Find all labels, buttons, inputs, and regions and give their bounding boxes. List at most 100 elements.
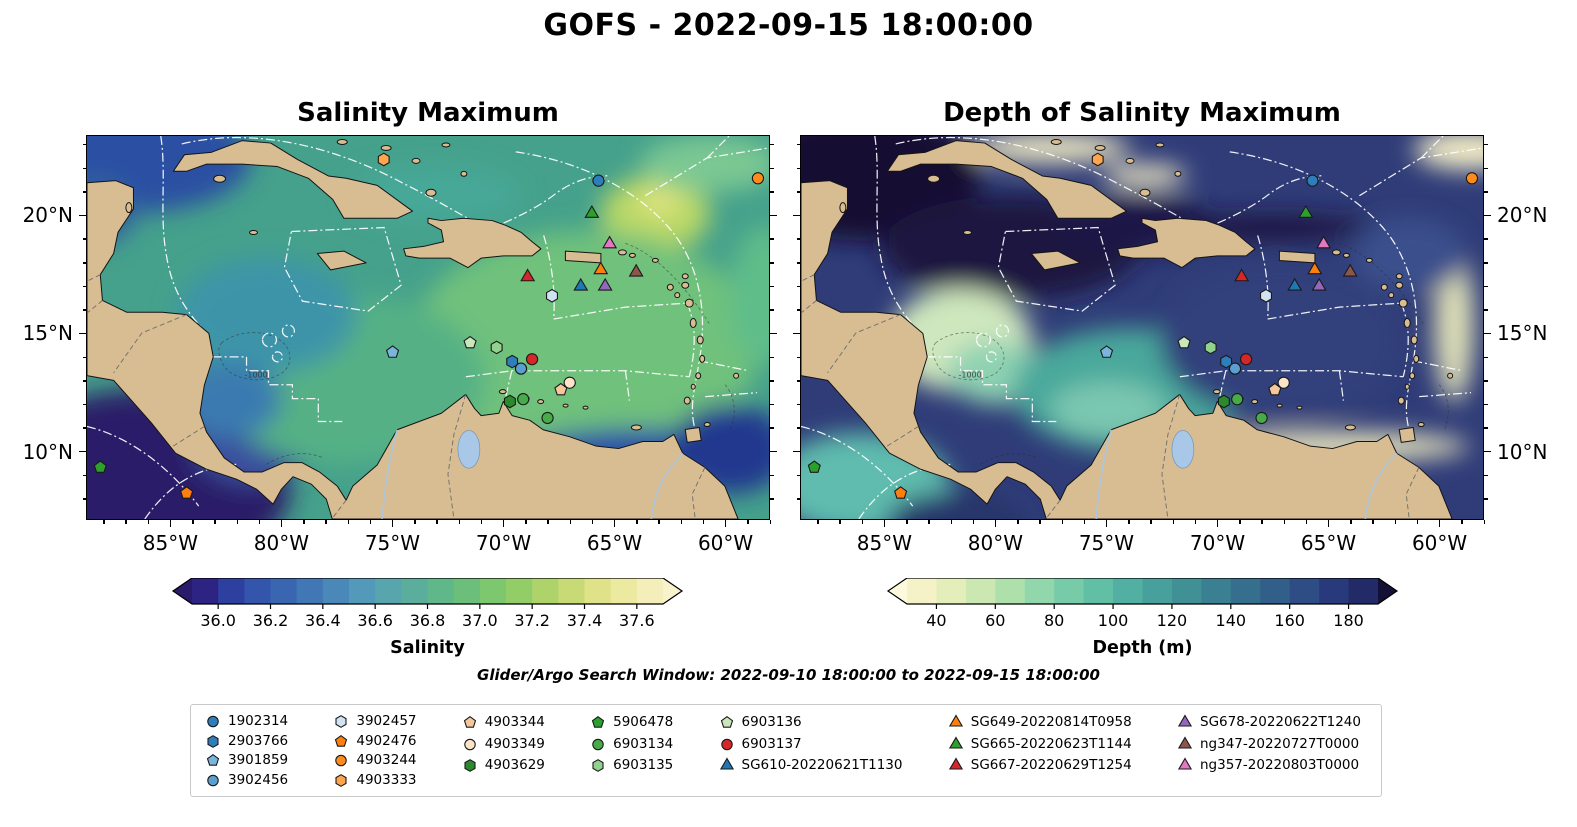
marker-6903137 xyxy=(720,738,733,750)
x-minor-tick xyxy=(591,520,594,524)
x-minor-tick xyxy=(347,520,350,524)
marker-4903349 xyxy=(464,738,476,750)
legend-item-3902457: 3902457 xyxy=(333,712,417,731)
legend-label: 3902456 xyxy=(228,771,289,788)
y-minor-tick xyxy=(796,356,800,359)
marker-3901859 xyxy=(385,345,400,358)
legend-column: 6903136 6903137 SG610-20220621T1130 xyxy=(719,712,903,789)
marker-4903333 xyxy=(377,152,390,167)
y-minor-tick xyxy=(1484,474,1488,477)
salinity-colorbar-scale: 36.0 36.2 36.4 36.6 36.8 37.0 37.2 37.4 37.6 xyxy=(171,577,684,630)
y-tick-label: 20°N xyxy=(1497,203,1548,228)
marker-4902476 xyxy=(335,734,348,747)
x-minor-tick xyxy=(147,520,150,524)
y-minor-tick xyxy=(82,427,86,429)
marker-4903349 xyxy=(563,376,576,389)
y-minor-tick xyxy=(796,143,800,146)
legend-circle-icon xyxy=(464,738,476,750)
y-tick-label: 20°N xyxy=(22,203,73,228)
marker-ng347-20220727T0000 xyxy=(628,263,644,277)
y-tick xyxy=(1484,332,1491,335)
marker-6903134 xyxy=(592,738,604,750)
y-tick-label: 10°N xyxy=(1497,439,1548,464)
marker-SG667-20220629T1254 xyxy=(520,268,536,282)
x-tick-label: 65°W xyxy=(586,531,643,555)
x-minor-tick xyxy=(1150,520,1152,524)
y-minor-tick xyxy=(770,427,774,429)
colorbar-tick-label: 37.4 xyxy=(567,611,603,630)
y-tick xyxy=(1484,450,1491,453)
marker-SG610-20220621T1130 xyxy=(719,757,734,770)
depth-colorbar: 40 60 80 100 120 140 160 180 Depth (m) xyxy=(885,577,1400,658)
marker-5906478 xyxy=(93,460,107,473)
x-tick-label: 75°W xyxy=(364,531,421,555)
salinity-colorbar-label: Salinity xyxy=(390,638,465,658)
legend-circle-icon xyxy=(720,738,733,750)
y-minor-tick xyxy=(796,498,800,500)
marker-SG667-20220629T1254 xyxy=(1234,268,1250,282)
x-minor-tick xyxy=(747,520,749,524)
marker-4903344 xyxy=(463,716,476,728)
x-tick xyxy=(1216,520,1219,527)
legend-item-6903137: 6903137 xyxy=(719,734,903,755)
marker-3901859 xyxy=(1099,345,1114,358)
x-minor-tick xyxy=(1261,520,1263,524)
legend-label: 5906478 xyxy=(613,714,674,731)
x-tick xyxy=(169,520,172,527)
legend-item-ng357-20220803T0000: ng357-20220803T0000 xyxy=(1177,755,1361,776)
marker-2903766 xyxy=(506,354,519,369)
colorbar-tick-label: 120 xyxy=(1157,611,1188,630)
x-minor-tick xyxy=(1350,520,1352,524)
x-minor-tick xyxy=(1017,520,1019,524)
marker-6903135 xyxy=(1204,340,1217,355)
legend-triangle-icon xyxy=(1177,714,1193,727)
legend-item-5906478: 5906478 xyxy=(590,712,673,733)
marker-3902457 xyxy=(546,288,558,303)
marker-3902456 xyxy=(514,362,528,375)
legend-item-1902314: 1902314 xyxy=(205,712,288,731)
y-minor-tick xyxy=(796,427,800,429)
x-minor-tick xyxy=(569,520,572,524)
marker-6903134 xyxy=(517,393,530,406)
x-minor-tick xyxy=(769,520,771,524)
y-minor-tick xyxy=(82,262,86,264)
legend-label: SG665-20220623T1144 xyxy=(970,735,1132,752)
x-minor-tick xyxy=(1128,520,1130,524)
y-minor-tick xyxy=(770,498,774,500)
legend-item-4903344: 4903344 xyxy=(462,712,545,733)
colorbar-tick-label: 36.6 xyxy=(357,611,393,630)
marker-6903136 xyxy=(720,716,733,728)
y-minor-tick xyxy=(796,191,800,193)
marker-6903134 xyxy=(541,411,554,425)
x-tick xyxy=(280,520,283,527)
x-tick xyxy=(994,520,997,527)
platform-markers-layer xyxy=(807,152,1479,499)
legend-label: 4903344 xyxy=(484,714,545,731)
depth-panel: Depth of Salinity Maximum -1000 85°W 80°W… xyxy=(793,98,1547,555)
marker-6903135 xyxy=(592,759,604,773)
x-tick-label: 80°W xyxy=(967,531,1024,555)
x-minor-tick xyxy=(1483,520,1485,524)
x-tick-label: 75°W xyxy=(1078,531,1135,555)
y-minor-tick xyxy=(770,356,774,359)
legend-label: 4903629 xyxy=(484,757,545,774)
y-minor-tick xyxy=(770,474,774,477)
legend-label: 4903244 xyxy=(356,752,417,769)
x-minor-tick xyxy=(861,520,864,524)
x-minor-tick xyxy=(839,520,841,524)
legend-label: 3901859 xyxy=(228,752,289,769)
y-minor-tick xyxy=(1484,238,1488,240)
legend-column: 1902314 2903766 3901859 3902456 xyxy=(205,712,288,789)
colorbar-tick-label: 36.0 xyxy=(200,611,236,630)
y-minor-tick xyxy=(82,285,86,288)
depth-colorbar-scale: 40 60 80 100 120 140 160 180 xyxy=(886,577,1399,630)
legend-circle-icon xyxy=(335,755,348,767)
marker-ng357-20220803T0000 xyxy=(1177,757,1193,770)
x-minor-tick xyxy=(1061,520,1064,524)
marker-4903629 xyxy=(1217,394,1230,409)
x-minor-tick xyxy=(303,520,305,524)
marker-5906478 xyxy=(807,460,821,473)
x-minor-tick xyxy=(458,520,461,524)
y-minor-tick xyxy=(1484,427,1488,429)
y-minor-tick xyxy=(1484,498,1488,500)
